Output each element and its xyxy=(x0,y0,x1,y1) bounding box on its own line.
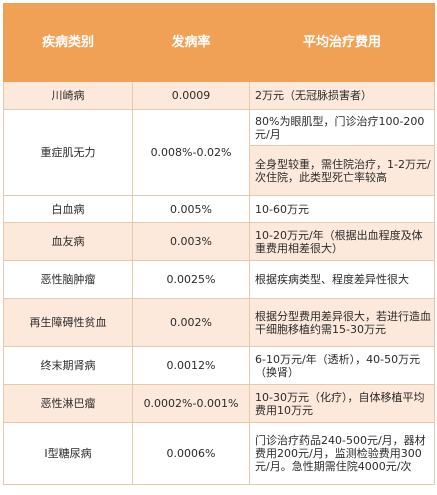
incidence-rate: 0.0009 xyxy=(132,81,250,110)
incidence-rate: 0.0006% xyxy=(132,422,250,485)
header-row: 疾病类别 发病率 平均治疗费用 xyxy=(3,3,435,82)
header-category: 疾病类别 xyxy=(3,3,133,82)
treatment-cost: 根据分型费用差异很大，若进行造血干细胞移植约需15-30万元 xyxy=(249,298,435,347)
treatment-cost: 80%为眼肌型，门诊治疗100-200元/月 xyxy=(249,109,435,146)
disease-cost-table-container: 疾病类别 发病率 平均治疗费用 川崎病 0.0009 2万元（无冠脉损害者） 重… xyxy=(0,3,437,495)
incidence-rate: 0.003% xyxy=(132,222,250,261)
incidence-rate: 0.008%-0.02% xyxy=(132,109,250,196)
table-row: I型糖尿病 0.0006% 门诊治疗药品240-500元/月，器材费用200元/… xyxy=(3,422,435,485)
table-row: 全身型较重，需住院治疗，1-2万元/次住院，此类型死亡率较高 xyxy=(4,145,435,196)
table-row: 白血病 0.005% 10-60万元 xyxy=(3,195,435,223)
table-row: 重症肌无力 0.008%-0.02% 80%为眼肌型，门诊治疗100-200元/… xyxy=(3,109,435,196)
table-row: 川崎病 0.0009 2万元（无冠脉损害者） xyxy=(3,81,435,110)
treatment-cost: 门诊治疗药品240-500元/月，器材费用200元/月，监测检验费用300元/月… xyxy=(249,422,435,485)
treatment-cost: 10-30万元（化疗），自体移植平均费用10万元 xyxy=(249,384,435,423)
disease-name: 恶性淋巴瘤 xyxy=(3,384,133,423)
disease-cost-table: 疾病类别 发病率 平均治疗费用 川崎病 0.0009 2万元（无冠脉损害者） 重… xyxy=(3,3,435,485)
table-row: 血友病 0.003% 10-20万元/年（根据出血程度及体重费用相差很大） xyxy=(3,222,435,261)
disease-name: 白血病 xyxy=(3,195,133,223)
treatment-cost: 10-20万元/年（根据出血程度及体重费用相差很大） xyxy=(249,222,435,261)
table-row: 再生障碍性贫血 0.002% 根据分型费用差异很大，若进行造血干细胞移植约需15… xyxy=(3,298,435,347)
treatment-cost: 2万元（无冠脉损害者） xyxy=(249,81,435,110)
incidence-rate: 0.002% xyxy=(132,298,250,347)
disease-name: 终末期肾病 xyxy=(3,346,133,385)
disease-name: 重症肌无力 xyxy=(3,109,133,196)
header-incidence: 发病率 xyxy=(132,3,250,82)
table-row: 恶性淋巴瘤 0.0002%-0.001% 10-30万元（化疗），自体移植平均费… xyxy=(3,384,435,423)
table-row: 终末期肾病 0.0012% 6-10万元/年（透析），40-50万元（换肾） xyxy=(3,346,435,385)
disease-name: 恶性脑肿瘤 xyxy=(3,260,133,299)
treatment-cost: 根据疾病类型、程度差异性很大 xyxy=(249,260,435,299)
disease-name: 川崎病 xyxy=(3,81,133,110)
header-cost: 平均治疗费用 xyxy=(249,3,435,82)
disease-name: 血友病 xyxy=(3,222,133,261)
treatment-cost: 全身型较重，需住院治疗，1-2万元/次住院，此类型死亡率较高 xyxy=(249,145,435,196)
incidence-rate: 0.0002%-0.001% xyxy=(132,384,250,423)
incidence-rate: 0.0025% xyxy=(132,260,250,299)
incidence-rate: 0.005% xyxy=(132,195,250,223)
incidence-rate: 0.0012% xyxy=(132,346,250,385)
table-row: 恶性脑肿瘤 0.0025% 根据疾病类型、程度差异性很大 xyxy=(3,260,435,299)
treatment-cost: 10-60万元 xyxy=(249,195,435,223)
disease-name: 再生障碍性贫血 xyxy=(3,298,133,347)
disease-name: I型糖尿病 xyxy=(3,422,133,485)
treatment-cost: 6-10万元/年（透析），40-50万元（换肾） xyxy=(249,346,435,385)
